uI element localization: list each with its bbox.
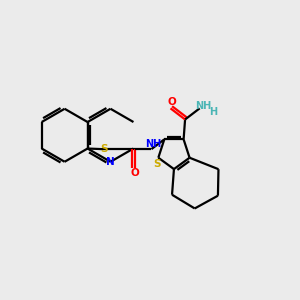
Text: H: H xyxy=(209,107,217,117)
Text: N: N xyxy=(106,157,115,167)
Text: O: O xyxy=(130,168,140,178)
Text: S: S xyxy=(100,144,107,154)
Text: NH: NH xyxy=(146,139,162,149)
Text: O: O xyxy=(168,98,176,107)
Text: NH: NH xyxy=(195,101,211,111)
Text: S: S xyxy=(153,159,160,169)
